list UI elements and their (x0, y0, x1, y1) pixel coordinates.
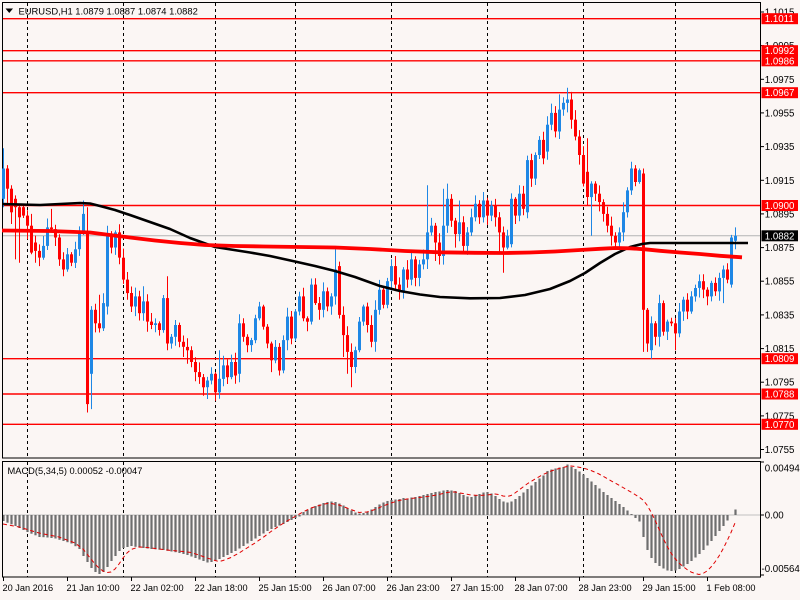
svg-text:1.0809: 1.0809 (765, 354, 795, 365)
svg-text:1.0855: 1.0855 (765, 277, 795, 288)
svg-text:1.1011: 1.1011 (765, 14, 794, 25)
svg-text:1.0882: 1.0882 (765, 231, 795, 242)
svg-text:EURUSD,H1 1.0879 1.0887 1.087: EURUSD,H1 1.0879 1.0887 1.0874 1.0882 (19, 5, 198, 16)
svg-text:28 Jan 07:00: 28 Jan 07:00 (515, 583, 568, 593)
svg-text:1.0770: 1.0770 (765, 420, 795, 431)
svg-text:1.0755: 1.0755 (765, 445, 795, 456)
svg-text:1.0815: 1.0815 (765, 344, 795, 355)
svg-text:1.0835: 1.0835 (765, 310, 795, 321)
svg-text:20 Jan 2016: 20 Jan 2016 (3, 583, 54, 593)
svg-text:1.0975: 1.0975 (765, 75, 795, 86)
svg-text:29 Jan 15:00: 29 Jan 15:00 (643, 583, 696, 593)
svg-text:1.0875: 1.0875 (765, 243, 795, 254)
svg-text:1.0795: 1.0795 (765, 378, 795, 389)
svg-text:1.0915: 1.0915 (765, 176, 795, 187)
svg-text:MACD(5,34,5) 0.00052 -0.00047: MACD(5,34,5) 0.00052 -0.00047 (8, 466, 143, 476)
svg-text:1.0986: 1.0986 (765, 56, 795, 67)
svg-text:1.0992: 1.0992 (765, 46, 795, 57)
svg-text:1.0955: 1.0955 (765, 108, 795, 119)
svg-text:28 Jan 23:00: 28 Jan 23:00 (579, 583, 632, 593)
svg-text:0.00: 0.00 (765, 511, 784, 522)
svg-text:1.0935: 1.0935 (765, 142, 795, 153)
svg-text:1 Feb 08:00: 1 Feb 08:00 (707, 583, 756, 593)
svg-text:1.0900: 1.0900 (765, 201, 795, 212)
svg-text:-0.00564: -0.00564 (762, 564, 800, 575)
svg-text:1.0967: 1.0967 (765, 88, 795, 99)
svg-text:22 Jan 02:00: 22 Jan 02:00 (131, 583, 184, 593)
svg-text:26 Jan 23:00: 26 Jan 23:00 (387, 583, 440, 593)
svg-text:0.00494: 0.00494 (765, 463, 800, 474)
svg-text:1.0788: 1.0788 (765, 389, 795, 400)
svg-text:26 Jan 07:00: 26 Jan 07:00 (323, 583, 376, 593)
svg-text:21 Jan 10:00: 21 Jan 10:00 (67, 583, 120, 593)
svg-text:25 Jan 15:00: 25 Jan 15:00 (259, 583, 312, 593)
svg-text:22 Jan 18:00: 22 Jan 18:00 (195, 583, 248, 593)
svg-text:27 Jan 15:00: 27 Jan 15:00 (451, 583, 504, 593)
svg-text:1.1015: 1.1015 (765, 7, 795, 18)
svg-text:1.0895: 1.0895 (765, 209, 795, 220)
svg-text:1.0775: 1.0775 (765, 411, 795, 422)
